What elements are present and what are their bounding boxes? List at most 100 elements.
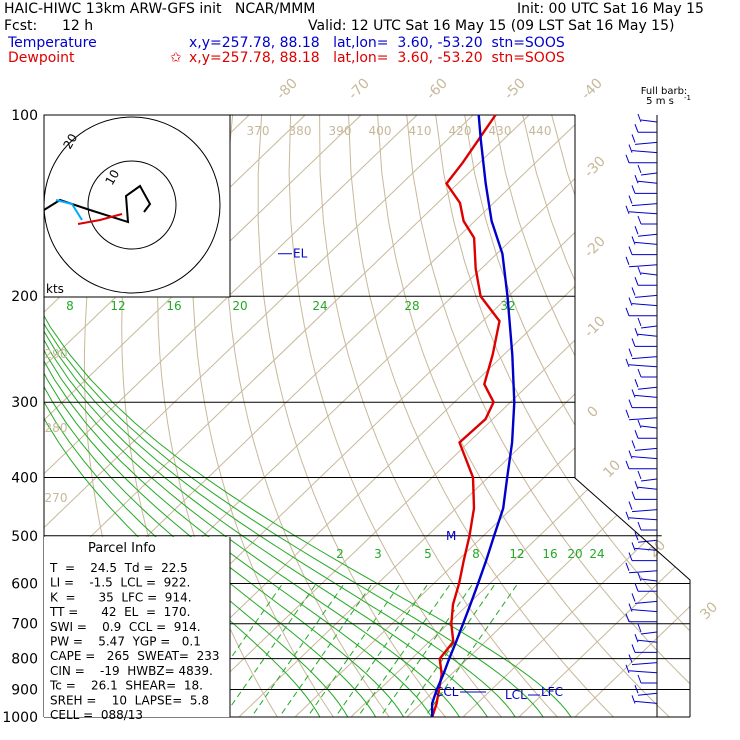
mixing-ratio-label: 3 <box>374 547 382 561</box>
valid-time: Valid: 12 UTC Sat 16 May 15 (09 LST Sat … <box>308 18 675 34</box>
wind-barb-flag <box>631 593 636 602</box>
wind-barb-flag <box>625 307 630 316</box>
wind-barb-flag <box>631 491 636 500</box>
wind-barb-flag <box>631 236 636 245</box>
isotherm-label: -30 <box>581 153 608 180</box>
pressure-label: 600 <box>11 576 38 592</box>
theta-label: 290 <box>45 347 68 361</box>
wind-barb-flag <box>628 501 633 510</box>
wind-barb <box>628 211 658 215</box>
pressure-label: 200 <box>11 289 38 305</box>
isotherm <box>393 115 690 717</box>
moist-adiabat-label: 8 <box>66 299 74 313</box>
wind-barb-flag <box>634 328 639 337</box>
wind-barb-flag <box>637 266 642 276</box>
wind-barb <box>640 578 658 582</box>
wind-barb-flag <box>637 164 642 174</box>
wind-barb <box>634 547 658 551</box>
wind-barb-flag <box>631 338 636 347</box>
wind-barb <box>637 486 658 490</box>
wind-barb <box>631 150 658 154</box>
m-label: M <box>446 529 456 543</box>
dry-adiabat <box>319 115 570 717</box>
wind-barb-flag <box>628 246 633 255</box>
wind-barb-flag <box>625 562 630 571</box>
wind-barb <box>631 662 658 666</box>
dry-adiabat <box>522 115 690 717</box>
parcel-info-row: CELL = 088/13 <box>50 708 143 722</box>
wind-barb-flag <box>637 623 642 633</box>
pressure-label: 500 <box>11 529 38 545</box>
dewpoint-legend: Dewpoint <box>8 50 75 66</box>
parcel-info-row: PW = 5.47 YGP = 0.1 <box>50 635 201 649</box>
parcel-box-bg <box>44 537 230 717</box>
wind-barb <box>637 692 658 696</box>
wind-barb-flag <box>631 695 636 704</box>
theta-label: 420 <box>449 124 472 138</box>
wind-barb-flag <box>628 348 633 357</box>
wind-barb-flag <box>634 634 639 643</box>
isotherm-label: -10 <box>581 313 608 340</box>
wind-barb-flag <box>631 287 636 296</box>
moist-adiabat-label: 16 <box>166 299 181 313</box>
dry-adiabat <box>191 115 343 717</box>
isotherm <box>169 115 690 717</box>
hodograph-low-trace <box>55 199 83 221</box>
wind-barb <box>640 272 658 276</box>
wind-barb-flag <box>628 144 633 153</box>
wind-barb <box>637 333 658 337</box>
wind-barb <box>637 233 658 237</box>
wind-barb-flag <box>628 603 633 612</box>
wind-barb <box>637 386 658 390</box>
sounding-profiles <box>430 114 516 718</box>
pressure-label: 700 <box>11 617 38 633</box>
dry-adiabat <box>225 115 400 717</box>
parcel-info-row: CIN = -19 HWBZ= 4839. <box>50 664 213 678</box>
dry-adiabat <box>580 115 690 717</box>
parcel-profile <box>430 114 516 718</box>
wind-barb <box>631 509 658 513</box>
theta-label: 280 <box>45 421 68 435</box>
moist-adiabat-label: 12 <box>110 299 125 313</box>
dry-adiabat <box>726 115 740 730</box>
pressure-label: 400 <box>11 470 38 486</box>
wind-barb <box>628 570 658 574</box>
moist-adiabat-label: 20 <box>232 299 247 313</box>
isotherm-label: -70 <box>345 75 372 102</box>
pressure-label: 100 <box>11 108 38 124</box>
isotherm <box>449 115 690 717</box>
wind-barb-flag <box>634 175 639 184</box>
wind-barb-flag <box>637 419 642 429</box>
dry-adiabat <box>638 115 690 717</box>
wind-barb-flag <box>637 674 642 684</box>
isotherm <box>44 115 474 717</box>
wind-barb <box>634 241 658 245</box>
mixing-ratio-label: 5 <box>424 547 432 561</box>
wind-barb-flag <box>628 654 633 663</box>
wind-barb <box>631 456 658 460</box>
theta-label: 270 <box>45 491 68 505</box>
dry-adiabat <box>288 115 513 717</box>
wind-barb-flag <box>625 511 630 520</box>
dry-adiabat <box>377 115 684 717</box>
temperature-legend: Temperature <box>8 35 97 51</box>
dry-adiabat <box>257 115 457 717</box>
wind-barb-flag <box>631 185 636 194</box>
wind-barb <box>634 447 658 451</box>
pressure-label: 300 <box>11 395 38 411</box>
parcel-info-row: LI = -1.5 LCL = 922. <box>50 576 190 590</box>
parcel-info-row: SREH = 10 LAPSE= 5.8 <box>50 693 209 707</box>
dry-adiabat <box>348 115 627 717</box>
theta-label: 400 <box>369 124 392 138</box>
el-label: EL <box>293 247 308 261</box>
wind-barb-flag <box>637 368 642 378</box>
parcel-info-row: K = 35 LFC = 914. <box>50 590 192 604</box>
lcl-label: LCL <box>505 688 527 702</box>
wind-barb <box>637 180 658 184</box>
isotherm-label: -20 <box>581 233 608 260</box>
mixing-ratio-line <box>370 583 474 717</box>
wind-barb-flag <box>625 205 630 214</box>
wind-barb <box>637 639 658 643</box>
dry-adiabat <box>464 115 690 717</box>
frame-right <box>574 115 691 717</box>
